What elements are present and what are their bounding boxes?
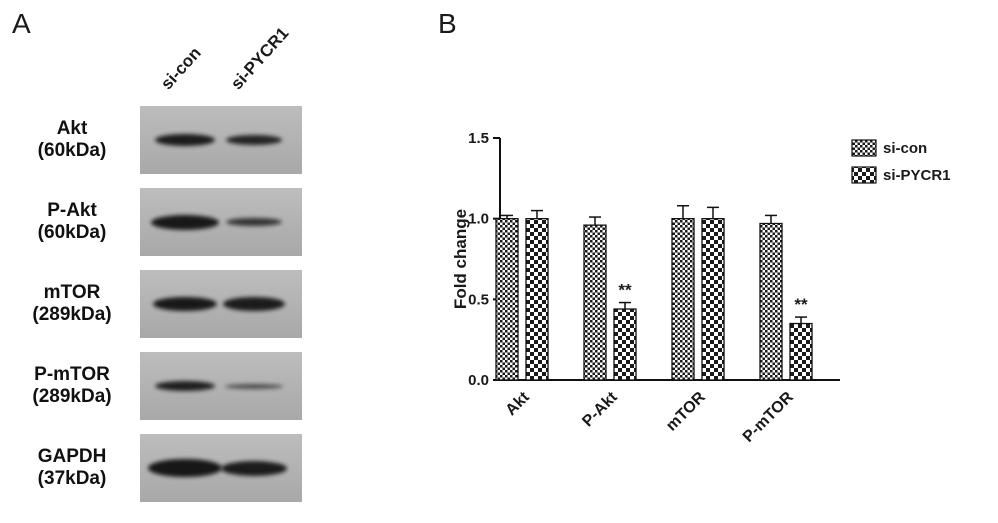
blot-row-gapdh: GAPDH (37kDa)	[10, 434, 302, 502]
blot-band-lane1	[148, 459, 222, 477]
protein-size: (60kDa)	[37, 140, 107, 161]
blot-band-lane1	[155, 134, 215, 146]
blot-band-lane1	[153, 297, 217, 311]
fold-change-bar-chart: 0.0 0.5 1.0 1.5 Fold change Akt P-Akt mTOR P-mTO…	[451, 130, 951, 446]
protein-name: P-Akt	[47, 200, 97, 222]
panel-a-label: A	[12, 8, 31, 39]
bar-si-con-P-mTOR	[759, 222, 783, 381]
bar-si-PYCR1-Akt	[525, 218, 549, 381]
blot-image	[140, 270, 302, 338]
protein-size: (289kDa)	[32, 386, 112, 407]
blot-label: GAPDH (37kDa)	[10, 446, 134, 490]
lane-header-si-pycr1: si-PYCR1	[227, 23, 293, 94]
protein-size: (60kDa)	[37, 222, 107, 243]
bar-si-con-Akt	[495, 218, 519, 381]
blot-label: P-mTOR (289kDa)	[10, 364, 134, 408]
legend-label-si-PYCR1: si-PYCR1	[883, 167, 951, 184]
blot-image	[140, 434, 302, 502]
chart-root: 0.0 0.5 1.0 1.5 Fold change Akt P-Akt mTOR P-mTO…	[451, 130, 951, 446]
significance-stars: **	[794, 295, 808, 314]
protein-name: GAPDH	[37, 446, 107, 468]
protein-size: (289kDa)	[32, 304, 112, 325]
legend-swatch-si-con	[851, 139, 877, 157]
blot-band-lane2	[221, 460, 287, 476]
bar-si-PYCR1-mTOR	[701, 218, 725, 381]
blot-image	[140, 188, 302, 256]
y-axis-title: Fold change	[451, 209, 470, 309]
x-category-label: Akt	[503, 388, 534, 419]
panel-b-label: B	[438, 8, 457, 39]
blot-image	[140, 352, 302, 420]
blot-row-p-mtor: P-mTOR (289kDa)	[10, 352, 302, 420]
blot-image	[140, 106, 302, 174]
blot-row-p-akt: P-Akt (60kDa)	[10, 188, 302, 256]
significance-stars: **	[618, 281, 632, 300]
x-category-label: mTOR	[663, 388, 709, 434]
bar-si-con-P-Akt	[583, 224, 607, 381]
bar-si-PYCR1-P-mTOR	[789, 322, 813, 381]
blot-row-mtor: mTOR (289kDa)	[10, 270, 302, 338]
x-category-label: P-mTOR	[740, 388, 797, 445]
western-blot-panel: Akt (60kDa) P-Akt (60kDa) mTOR (289kDa) P-mTOR…	[10, 106, 302, 502]
blot-band-lane2	[226, 218, 282, 226]
y-tick-label: 0.5	[468, 291, 489, 308]
protein-name: mTOR	[43, 282, 101, 304]
blot-row-akt: Akt (60kDa)	[10, 106, 302, 174]
y-tick-label: 0.0	[468, 372, 489, 389]
blot-label: P-Akt (60kDa)	[10, 200, 134, 244]
blot-label: Akt (60kDa)	[10, 118, 134, 162]
blot-band-lane1	[151, 214, 219, 230]
legend-swatch-si-PYCR1	[851, 166, 877, 184]
protein-name: P-mTOR	[34, 364, 110, 386]
legend-label-si-con: si-con	[883, 140, 927, 157]
blot-band-lane2	[223, 297, 285, 311]
blot-band-lane2	[225, 383, 283, 389]
protein-size: (37kDa)	[37, 468, 107, 489]
y-tick-label: 1.0	[468, 211, 489, 228]
protein-name: Akt	[56, 118, 88, 140]
bar-si-con-mTOR	[671, 218, 695, 381]
y-tick-label: 1.5	[468, 130, 489, 147]
x-category-label: P-Akt	[579, 388, 621, 430]
blot-band-lane1	[155, 381, 215, 391]
lane-header-si-con: si-con	[157, 43, 205, 94]
blot-label: mTOR (289kDa)	[10, 282, 134, 326]
blot-band-lane2	[226, 135, 282, 145]
bar-si-PYCR1-P-Akt	[613, 308, 637, 381]
